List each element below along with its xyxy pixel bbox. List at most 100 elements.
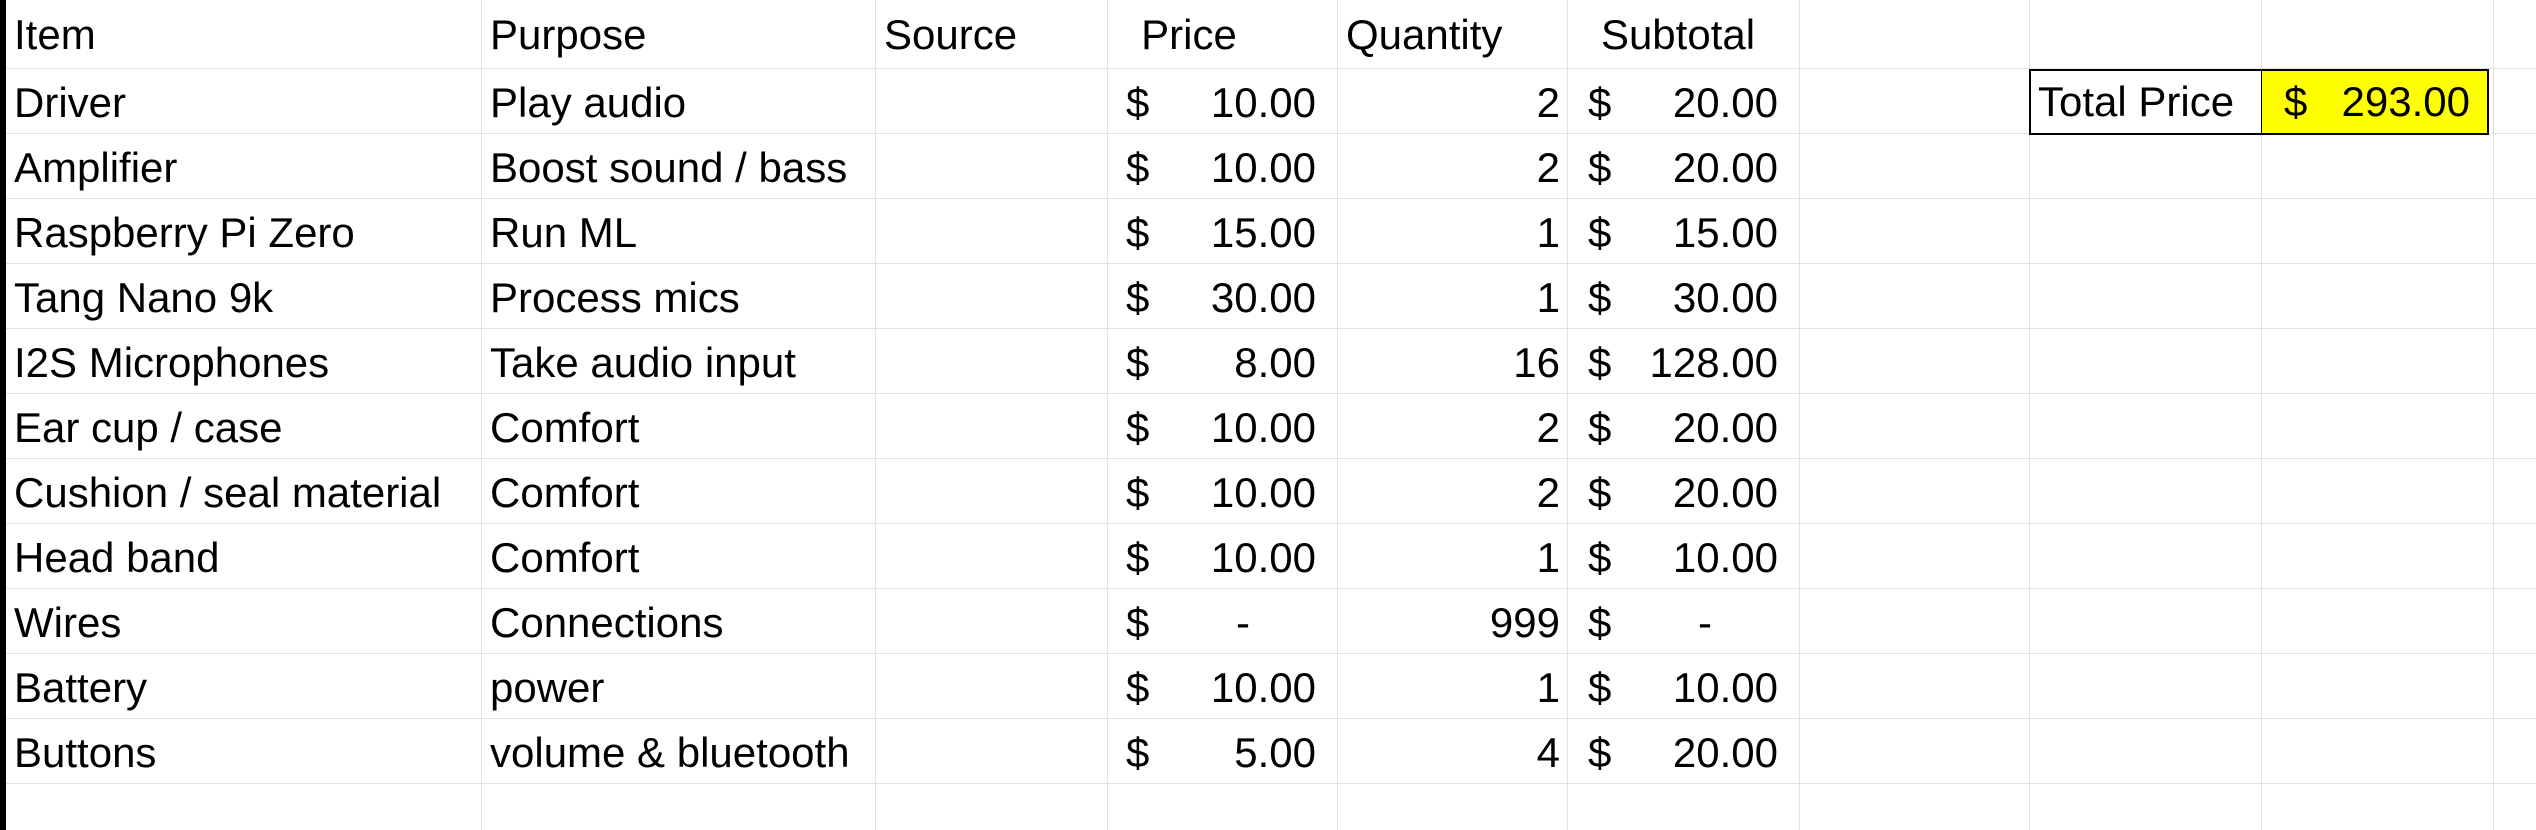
cell-source[interactable] <box>876 396 1110 460</box>
cell-subtotal[interactable]: - <box>1698 599 1712 646</box>
cell-subtotal[interactable]: 20.00 <box>1672 79 1778 126</box>
header-price[interactable]: Price <box>1141 11 1237 58</box>
cell-source[interactable] <box>876 526 1110 590</box>
cell-item[interactable]: Ear cup / case <box>14 404 283 451</box>
cell-quantity[interactable]: 1 <box>1536 664 1560 711</box>
column-gridline <box>481 0 482 830</box>
cell-price[interactable]: 15.00 <box>1210 209 1316 256</box>
cell-price-currency[interactable]: $ <box>1126 404 1150 451</box>
cell-subtotal[interactable]: 10.00 <box>1672 534 1778 581</box>
cell-purpose[interactable]: Process mics <box>490 274 740 321</box>
total-price-value[interactable]: 293.00 <box>2341 78 2470 125</box>
cell-source[interactable] <box>876 266 1110 330</box>
cell-price[interactable]: 30.00 <box>1210 274 1316 321</box>
cell-purpose[interactable]: Play audio <box>490 79 687 126</box>
cell-price-currency[interactable]: $ <box>1126 469 1150 516</box>
cell-quantity[interactable]: 1 <box>1536 209 1560 256</box>
cell-subtotal[interactable]: 128.00 <box>1649 339 1778 386</box>
cell-quantity[interactable]: 2 <box>1536 469 1560 516</box>
cell-source[interactable] <box>876 136 1110 200</box>
cell-subtotal-currency[interactable]: $ <box>1588 599 1612 646</box>
cell-subtotal[interactable]: 15.00 <box>1672 209 1778 256</box>
cell-purpose[interactable]: Comfort <box>490 404 640 451</box>
cell-quantity[interactable]: 1 <box>1536 274 1560 321</box>
cell-purpose[interactable]: power <box>490 664 605 711</box>
cell-purpose[interactable]: Boost sound / bass <box>490 144 848 191</box>
cell-source[interactable] <box>876 721 1110 785</box>
cell-subtotal-currency[interactable]: $ <box>1588 339 1612 386</box>
cell-price[interactable]: 10.00 <box>1210 144 1316 191</box>
cell-source[interactable] <box>876 591 1110 655</box>
cell-subtotal-currency[interactable]: $ <box>1588 729 1612 776</box>
header-quantity[interactable]: Quantity <box>1346 11 1503 58</box>
header-purpose[interactable]: Purpose <box>490 11 647 58</box>
cell-source[interactable] <box>876 656 1110 720</box>
cell-subtotal[interactable]: 20.00 <box>1672 729 1778 776</box>
cell-purpose[interactable]: Comfort <box>490 534 640 581</box>
cell-item[interactable]: Buttons <box>14 729 157 776</box>
cell-price-currency[interactable]: $ <box>1126 729 1150 776</box>
cell-item[interactable]: Driver <box>14 79 126 126</box>
cell-price-currency[interactable]: $ <box>1126 599 1150 646</box>
cell-subtotal[interactable]: 20.00 <box>1672 469 1778 516</box>
cell-purpose[interactable]: Comfort <box>490 469 640 516</box>
cell-subtotal-currency[interactable]: $ <box>1588 274 1612 321</box>
cell-item[interactable]: Amplifier <box>14 144 178 191</box>
cell-price-currency[interactable]: $ <box>1126 339 1150 386</box>
cell-purpose[interactable]: Connections <box>490 599 724 646</box>
cell-subtotal[interactable]: 30.00 <box>1672 274 1778 321</box>
cell-price-currency[interactable]: $ <box>1126 534 1150 581</box>
cell-source[interactable] <box>876 331 1110 395</box>
cell-item[interactable]: Cushion / seal material <box>14 469 442 516</box>
cell-price[interactable]: - <box>1236 599 1250 646</box>
cell-price[interactable]: 10.00 <box>1210 534 1316 581</box>
cell-subtotal-currency[interactable]: $ <box>1588 534 1612 581</box>
cell-subtotal-currency[interactable]: $ <box>1588 664 1612 711</box>
cell-subtotal-currency[interactable]: $ <box>1588 404 1612 451</box>
header-subtotal[interactable]: Subtotal <box>1600 11 1756 58</box>
cell-subtotal-currency[interactable]: $ <box>1588 469 1612 516</box>
cell-quantity[interactable]: 999 <box>1489 599 1560 646</box>
cell-item[interactable]: I2S Microphones <box>14 339 330 386</box>
cell-item[interactable]: Raspberry Pi Zero <box>14 209 355 256</box>
cell-subtotal-currency[interactable]: $ <box>1588 79 1612 126</box>
cell-subtotal-currency[interactable]: $ <box>1588 209 1612 256</box>
cell-quantity[interactable]: 2 <box>1536 79 1560 126</box>
total-highlight <box>2262 71 2487 133</box>
cell-quantity[interactable]: 2 <box>1536 404 1560 451</box>
cell-price-currency[interactable]: $ <box>1126 664 1150 711</box>
cell-subtotal[interactable]: 10.00 <box>1672 664 1778 711</box>
total-currency-symbol[interactable]: $ <box>2284 78 2308 125</box>
cell-price[interactable]: 10.00 <box>1210 404 1316 451</box>
cell-price[interactable]: 10.00 <box>1210 664 1316 711</box>
cell-quantity[interactable]: 4 <box>1536 729 1560 776</box>
cell-quantity[interactable]: 2 <box>1536 144 1560 191</box>
cell-purpose[interactable]: Run ML <box>490 209 638 256</box>
cell-quantity[interactable]: 1 <box>1536 534 1560 581</box>
header-source[interactable]: Source <box>884 11 1018 58</box>
cell-source[interactable] <box>876 461 1110 525</box>
cell-source[interactable] <box>876 71 1110 135</box>
cell-item[interactable]: Wires <box>14 599 122 646</box>
cell-source[interactable] <box>876 201 1110 265</box>
cell-subtotal-currency[interactable]: $ <box>1588 144 1612 191</box>
cell-price[interactable]: 10.00 <box>1210 79 1316 126</box>
cell-purpose[interactable]: Take audio input <box>490 339 796 386</box>
cell-price-currency[interactable]: $ <box>1126 274 1150 321</box>
header-item[interactable]: Item <box>14 11 96 58</box>
cell-item[interactable]: Battery <box>14 664 148 711</box>
cell-price[interactable]: 8.00 <box>1234 339 1316 386</box>
cell-item[interactable]: Head band <box>14 534 220 581</box>
cell-subtotal[interactable]: 20.00 <box>1672 404 1778 451</box>
cell-price-currency[interactable]: $ <box>1126 209 1150 256</box>
cell-quantity[interactable]: 16 <box>1513 339 1560 386</box>
cell-price-currency[interactable]: $ <box>1126 79 1150 126</box>
total-price-label[interactable]: Total Price <box>2038 78 2235 125</box>
cell-item[interactable]: Tang Nano 9k <box>14 274 274 321</box>
cell-price[interactable]: 10.00 <box>1210 469 1316 516</box>
cell-price[interactable]: 5.00 <box>1234 729 1316 776</box>
cell-subtotal[interactable]: 20.00 <box>1672 144 1778 191</box>
cell-purpose[interactable]: volume & bluetooth <box>490 729 850 776</box>
cell-price-currency[interactable]: $ <box>1126 144 1150 191</box>
